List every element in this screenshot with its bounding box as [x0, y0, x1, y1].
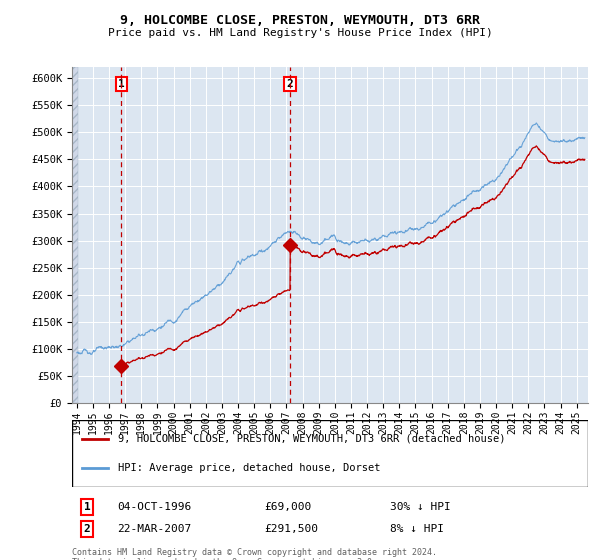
Text: 9, HOLCOMBE CLOSE, PRESTON, WEYMOUTH, DT3 6RR (detached house): 9, HOLCOMBE CLOSE, PRESTON, WEYMOUTH, DT…	[118, 434, 506, 444]
Text: 04-OCT-1996: 04-OCT-1996	[117, 502, 191, 512]
Text: 8% ↓ HPI: 8% ↓ HPI	[390, 524, 444, 534]
Text: Contains HM Land Registry data © Crown copyright and database right 2024.
This d: Contains HM Land Registry data © Crown c…	[72, 548, 437, 560]
Text: £291,500: £291,500	[264, 524, 318, 534]
Text: 1: 1	[83, 502, 91, 512]
Text: 2: 2	[287, 79, 293, 89]
Text: Price paid vs. HM Land Registry's House Price Index (HPI): Price paid vs. HM Land Registry's House …	[107, 28, 493, 38]
Text: HPI: Average price, detached house, Dorset: HPI: Average price, detached house, Dors…	[118, 463, 381, 473]
Text: 1: 1	[118, 79, 125, 89]
Text: 22-MAR-2007: 22-MAR-2007	[117, 524, 191, 534]
Text: £69,000: £69,000	[264, 502, 311, 512]
Bar	[64, 67, 77, 403]
Text: 9, HOLCOMBE CLOSE, PRESTON, WEYMOUTH, DT3 6RR: 9, HOLCOMBE CLOSE, PRESTON, WEYMOUTH, DT…	[120, 14, 480, 27]
Text: 30% ↓ HPI: 30% ↓ HPI	[390, 502, 451, 512]
Text: 2: 2	[83, 524, 91, 534]
